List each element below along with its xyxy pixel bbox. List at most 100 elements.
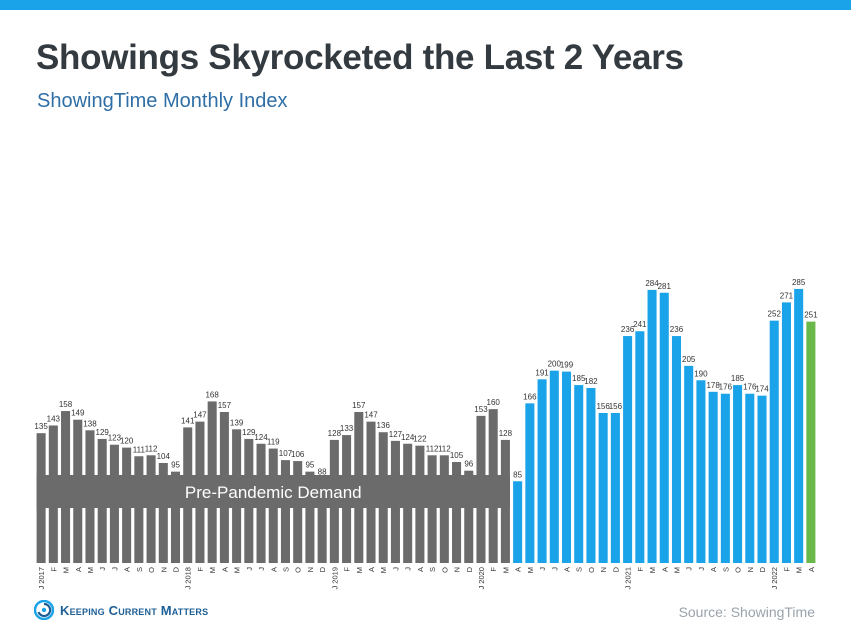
- data-label: 185: [572, 374, 586, 383]
- tick-label: N: [453, 567, 462, 572]
- tick-label: M: [672, 567, 681, 573]
- tick-label: N: [599, 567, 608, 572]
- data-label: 147: [193, 411, 207, 420]
- tick-label: F: [343, 567, 352, 572]
- data-label: 241: [633, 320, 647, 329]
- bar: [561, 371, 572, 563]
- tick-label: D: [172, 566, 181, 572]
- tick-label: J 2017: [37, 567, 46, 590]
- tick-label: M: [795, 567, 804, 573]
- bar: [170, 471, 181, 563]
- bar: [720, 393, 730, 563]
- data-label: 105: [450, 451, 464, 460]
- data-label: 160: [487, 398, 501, 407]
- data-label: 251: [804, 311, 818, 320]
- tick-label: A: [123, 567, 132, 572]
- bar: [317, 478, 327, 563]
- data-label: 141: [181, 416, 195, 425]
- bar: [708, 391, 718, 563]
- data-label: 149: [71, 409, 85, 418]
- bar: [280, 460, 290, 563]
- tick-label: A: [514, 567, 523, 572]
- data-label: 191: [535, 368, 549, 377]
- data-label: 135: [34, 422, 48, 431]
- data-label: 95: [305, 461, 314, 470]
- bar: [439, 455, 449, 563]
- data-label: 120: [120, 437, 134, 446]
- tick-label: S: [575, 567, 584, 572]
- data-label: 200: [548, 360, 562, 369]
- data-label: 138: [83, 419, 97, 428]
- tick-label: O: [294, 567, 303, 573]
- page-title: Showings Skyrocketed the Last 2 Years: [36, 38, 684, 77]
- tick-label: O: [734, 567, 743, 573]
- tick-label: S: [281, 567, 290, 572]
- bar: [427, 455, 437, 563]
- data-label: 127: [389, 430, 403, 439]
- tick-label: A: [269, 567, 278, 572]
- tick-label: J 2019: [330, 567, 339, 590]
- tick-label: J: [550, 567, 559, 571]
- data-label: 129: [242, 428, 256, 437]
- bar: [781, 302, 791, 563]
- data-label: 158: [59, 400, 73, 409]
- bar: [623, 336, 633, 563]
- tick-label: A: [74, 567, 83, 572]
- bar: [513, 481, 523, 563]
- tick-label: A: [807, 567, 816, 572]
- page-subtitle: ShowingTime Monthly Index: [37, 90, 288, 112]
- data-label: 107: [279, 449, 293, 458]
- bar: [696, 380, 706, 563]
- data-label: 139: [230, 418, 244, 427]
- tick-label: J: [98, 567, 107, 571]
- data-label: 176: [743, 383, 757, 392]
- data-label: 199: [560, 361, 574, 370]
- tick-label: A: [367, 567, 376, 572]
- data-label: 168: [205, 390, 219, 399]
- data-label: 106: [291, 450, 305, 459]
- tick-label: J: [110, 567, 119, 571]
- tick-label: J: [257, 567, 266, 571]
- data-label: 128: [499, 429, 513, 438]
- data-label: 156: [596, 402, 610, 411]
- tick-label: F: [782, 567, 791, 572]
- data-label: 112: [438, 444, 451, 453]
- tick-label: J: [404, 567, 413, 571]
- data-label: 252: [768, 310, 782, 319]
- tick-label: J: [697, 567, 706, 571]
- tick-label: F: [196, 567, 205, 572]
- bars: [36, 288, 816, 563]
- tick-label: F: [489, 567, 498, 572]
- data-label: 182: [584, 377, 598, 386]
- tick-label: M: [648, 567, 657, 573]
- data-label: 236: [670, 325, 684, 334]
- kcm-swirl-icon: [34, 600, 54, 620]
- data-label: 85: [513, 470, 522, 479]
- data-label: 166: [523, 392, 537, 401]
- bar: [610, 412, 620, 563]
- data-label: 157: [352, 401, 366, 410]
- bar: [549, 370, 559, 563]
- data-label: 104: [157, 452, 171, 461]
- tick-label: O: [587, 567, 596, 573]
- data-label: 112: [426, 444, 439, 453]
- tick-label: M: [233, 567, 242, 573]
- data-label: 124: [254, 433, 268, 442]
- tick-label: M: [379, 567, 388, 573]
- tick-label: M: [355, 567, 364, 573]
- data-label: 136: [377, 421, 391, 430]
- data-label: 147: [364, 411, 378, 420]
- data-label: 88: [318, 467, 327, 476]
- x-tick-labels: J 2017 F M A M J J A S O N D J 2018 F M A M J J A S O N D J 2019…: [37, 566, 816, 589]
- data-label: 190: [694, 369, 708, 378]
- bar: [158, 462, 168, 563]
- tick-label: M: [501, 567, 510, 573]
- data-label: 122: [413, 435, 427, 444]
- tick-label: J: [391, 567, 400, 571]
- bar: [745, 393, 755, 563]
- tick-label: J 2020: [477, 567, 486, 590]
- data-label: 284: [645, 279, 659, 288]
- brand-name: Keeping Current Matters: [60, 602, 209, 618]
- bar: [452, 462, 462, 563]
- data-label: 119: [267, 438, 280, 447]
